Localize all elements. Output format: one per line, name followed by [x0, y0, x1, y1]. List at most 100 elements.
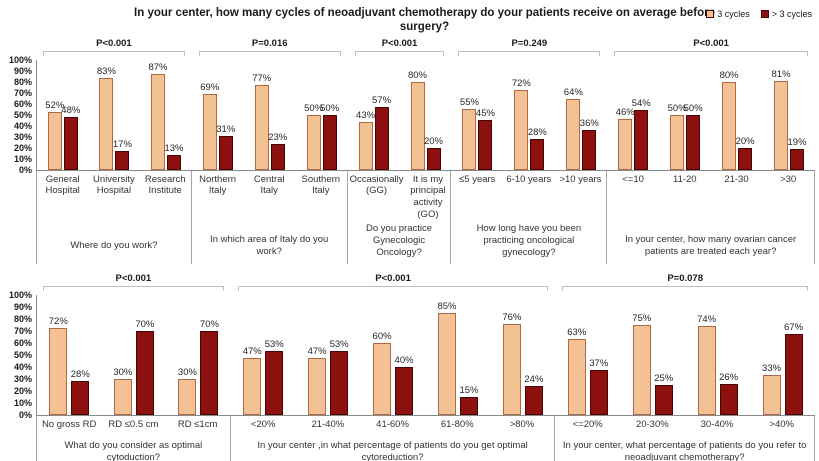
bar-value-label: 36%: [579, 118, 599, 129]
bar-value-label: 53%: [329, 339, 349, 351]
legend-swatch-gt3-cycles-icon: [760, 10, 769, 18]
bar-gt3-cycles: 24%: [524, 374, 543, 415]
bar-3-cycles: 80%: [720, 70, 739, 170]
group-question: In which area of Italy do you work?: [210, 233, 329, 257]
bar-value-label: 43%: [356, 110, 376, 122]
group-question: What do you consider as optimal cytoduct…: [64, 439, 203, 461]
legend-label-3-cycles: 3 cycles: [717, 9, 750, 19]
bar-value-label: 47%: [307, 346, 327, 358]
bar-gt3-cycles: 37%: [589, 358, 608, 415]
category-label: RD ≤0.5 cm: [108, 418, 159, 430]
y-axis-tick-label: 20%: [13, 385, 32, 396]
significance-bracket-icon: [458, 50, 601, 56]
axis-label-box: No gross RD RD ≤0.5 cm RD ≤1cm What do you …: [36, 415, 231, 461]
bar-3-cycles: 77%: [252, 73, 271, 170]
legend: 3 cycles > 3 cycles: [706, 9, 812, 19]
significance-bracket-icon: [354, 50, 445, 56]
chart-group: P=0.016 69% 31% 77% 23% 50% 50% Northern Italy C…: [191, 38, 348, 264]
significance-bracket-icon: [43, 50, 185, 56]
bar-pair: 72% 28%: [512, 78, 547, 170]
y-axis-tick-label: 90%: [13, 301, 32, 312]
bar-pair: 72% 28%: [49, 316, 90, 415]
bar-value-label: 28%: [527, 126, 547, 138]
category-label: Northern Italy: [199, 173, 237, 197]
category-label: <20%: [250, 418, 276, 430]
bar-3-cycles: 83%: [97, 66, 116, 170]
p-value-label: P<0.001: [96, 37, 132, 49]
group-question: How long have you been practicing oncolo…: [476, 223, 582, 258]
bar-value-label: 30%: [177, 366, 197, 378]
chart-groups: P<0.001 52% 48% 83% 17% 87% 13% General Hospita…: [36, 38, 815, 264]
plot-area: 72% 28% 30% 70% 30% 70%: [36, 294, 231, 416]
chart-group: P=0.249 55% 45% 72% 28% 64% 36% ≤5 years 6-10 ye…: [451, 38, 608, 264]
chart-group: P<0.001 72% 28% 30% 70% 30% 70% No gross RD RD ≤…: [36, 273, 231, 461]
bar-value-label: 80%: [719, 69, 739, 81]
bar-3-cycles: 74%: [697, 314, 716, 415]
y-axis-tick-label: 20%: [13, 142, 32, 153]
y-axis-tick-label: 80%: [13, 76, 32, 87]
bar-value-label: 83%: [96, 66, 116, 78]
bar-value-label: 13%: [164, 143, 184, 155]
bar-3-cycles: 60%: [373, 331, 392, 415]
legend-label-gt3-cycles: > 3 cycles: [771, 9, 812, 19]
bar-gt3-cycles: 53%: [330, 339, 349, 415]
bar-value-label: 57%: [372, 94, 392, 106]
category-labels-row: General Hospital University Hospital Resea…: [37, 171, 191, 217]
category-label: >10 years: [559, 173, 602, 185]
chart-group: P=0.078 63% 37% 75% 25% 74% 26% 33% 67% <=20% 20-3…: [555, 273, 815, 461]
bar-gt3-cycles: 28%: [528, 127, 547, 170]
group-header: P<0.001: [231, 273, 556, 295]
bar-pair: 52% 48%: [45, 100, 80, 170]
category-label: 21-40%: [311, 418, 345, 430]
significance-bracket-icon: [237, 285, 549, 291]
category-cell: 72% 28%: [503, 78, 555, 170]
p-value-label: P<0.001: [693, 37, 729, 49]
category-label: 6-10 years: [506, 173, 552, 185]
bar-value-label: 31%: [216, 123, 236, 135]
group-header: P<0.001: [348, 38, 452, 60]
y-axis-tick-label: 40%: [13, 361, 32, 372]
category-cell: 46% 54%: [607, 98, 659, 170]
significance-bracket-icon: [614, 50, 808, 56]
bar-pair: 77% 23%: [252, 73, 288, 170]
bar-pair: 47% 53%: [308, 339, 349, 415]
plot-area: 55% 45% 72% 28% 64% 36%: [451, 60, 608, 171]
bar-gt3-cycles: 36%: [580, 118, 599, 170]
category-label: University Hospital: [93, 173, 135, 197]
bar-3-cycles: 85%: [437, 301, 456, 415]
bar-pair: 55% 45%: [460, 97, 495, 170]
chart-title: In your center, how many cycles of neoad…: [134, 7, 715, 33]
y-axis-tick-label: 30%: [13, 131, 32, 142]
category-cell: 81% 19%: [763, 69, 815, 170]
y-axis-tick-label: 10%: [13, 153, 32, 164]
bar-3-cycles: 87%: [148, 62, 167, 170]
bar-pair: 46% 54%: [615, 98, 651, 170]
bar-3-cycles: 50%: [304, 103, 323, 170]
plot-area: 47% 53% 47% 53% 60% 40% 85% 15% 76% 24%: [230, 295, 556, 416]
bar-gt3-cycles: 57%: [372, 95, 391, 170]
bar-pair: 74% 26%: [697, 314, 738, 415]
bar-3-cycles: 47%: [308, 346, 327, 415]
y-axis-tick-label: 50%: [13, 109, 32, 120]
category-labels-row: <=10 11-20 21-30 >30: [607, 171, 814, 217]
y-axis-tick-label: 80%: [13, 313, 32, 324]
category-labels-row: ≤5 years 6-10 years >10 years: [451, 171, 606, 217]
category-cell: 55% 45%: [451, 97, 503, 170]
bar-gt3-cycles: 17%: [113, 139, 132, 170]
bar-value-label: 46%: [615, 107, 635, 118]
bar-3-cycles: 43%: [356, 110, 375, 170]
category-cell: 60% 40%: [361, 331, 426, 415]
bar-3-cycles: 52%: [45, 100, 64, 170]
p-value-label: P<0.001: [381, 37, 418, 49]
category-label: General Hospital: [45, 173, 80, 197]
category-cell: 30% 70%: [166, 319, 231, 415]
bar-3-cycles: 69%: [200, 82, 219, 170]
y-axis-tick-label: 30%: [13, 373, 32, 384]
bar-3-cycles: 64%: [564, 87, 583, 170]
legend-item-3-cycles: 3 cycles: [706, 9, 750, 19]
chart-group: P<0.001 43% 57% 80% 20% Occasionally (GG) It i…: [347, 38, 452, 264]
bar-value-label: 50%: [667, 102, 687, 114]
bar-value-label: 23%: [268, 132, 288, 144]
bar-gt3-cycles: 19%: [788, 137, 807, 170]
bar-gt3-cycles: 20%: [736, 136, 755, 170]
